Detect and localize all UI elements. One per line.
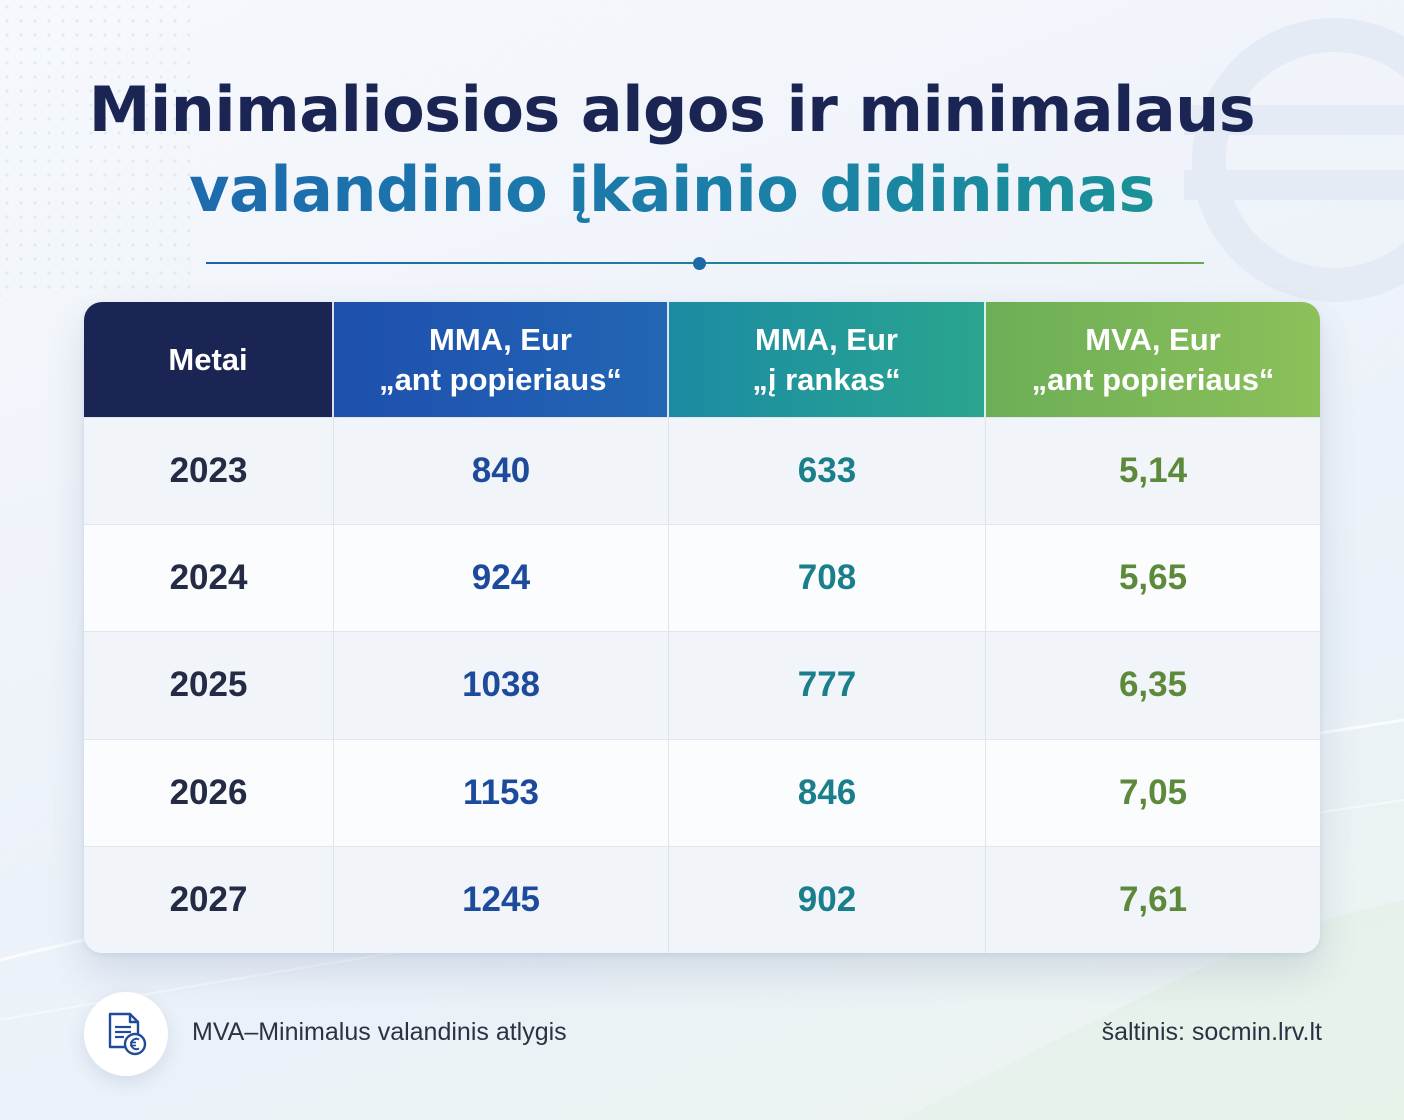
table-row: 2023 840 633 5,14 — [84, 417, 1320, 525]
header-mva-gross: MVA, Eur „ant popieriaus“ — [986, 302, 1320, 417]
header-label: MMA, Eur — [755, 321, 898, 357]
cell-mma-gross: 840 — [334, 418, 669, 525]
cell-mma-net: 846 — [669, 739, 986, 846]
table-row: 2027 1245 902 7,61 — [84, 845, 1320, 953]
header-sublabel: „ant popieriaus“ — [1031, 361, 1275, 397]
cell-mma-net: 708 — [669, 525, 986, 632]
header-mma-net: MMA, Eur „į rankas“ — [669, 302, 986, 417]
title-line-1: Minimaliosios algos ir minimalaus — [88, 73, 1256, 146]
cell-mva-gross: 5,14 — [1118, 451, 1188, 491]
table-row: 2025 1038 777 6,35 — [84, 631, 1320, 739]
cell-mma-net: 777 — [669, 632, 986, 739]
page-title: Minimaliosios algos ir minimalaus valand… — [0, 70, 1344, 230]
wage-table: Metai MMA, Eur „ant popieriaus“ MMA, Eur… — [84, 302, 1320, 953]
cell-mma-gross: 1245 — [334, 846, 669, 953]
cell-year: 2026 — [84, 739, 334, 846]
cell-mva-gross: 6,35 — [1118, 665, 1188, 705]
title-divider-dot — [693, 257, 706, 270]
cell-mma-net: 633 — [669, 418, 986, 525]
header-mma-gross: MMA, Eur „ant popieriaus“ — [334, 302, 669, 417]
header-label: Metai — [168, 341, 248, 377]
title-line-2: valandinio įkainio didinimas — [0, 150, 1344, 230]
cell-mma-gross: 1038 — [334, 632, 669, 739]
cell-mma-gross: 1153 — [334, 739, 669, 846]
header-sublabel: „į rankas“ — [752, 361, 901, 397]
cell-year: 2023 — [84, 418, 334, 525]
table-row: 2026 1153 846 7,05 — [84, 738, 1320, 846]
source-credit: šaltinis: socmin.lrv.lt — [1101, 1018, 1322, 1046]
cell-mma-gross: 924 — [334, 525, 669, 632]
cell-year: 2025 — [84, 632, 334, 739]
document-euro-icon — [84, 992, 168, 1076]
cell-year: 2027 — [84, 846, 334, 953]
cell-mva-gross: 7,61 — [1118, 879, 1188, 919]
cell-mva-gross: 7,05 — [1118, 772, 1188, 812]
table-row: 2024 924 708 5,65 — [84, 524, 1320, 632]
header-label: MVA, Eur — [1085, 321, 1221, 357]
footnote-abbreviation: MVA–Minimalus valandinis atlygis — [192, 1018, 567, 1046]
cell-year: 2024 — [84, 525, 334, 632]
cell-mva-gross: 5,65 — [1118, 558, 1188, 598]
table-body: 2023 840 633 5,14 2024 924 708 5,65 2025… — [84, 417, 1320, 953]
header-sublabel: „ant popieriaus“ — [379, 361, 622, 397]
background-dots — [0, 0, 190, 300]
cell-mma-net: 902 — [669, 846, 986, 953]
header-label: MMA, Eur — [429, 321, 572, 357]
euro-watermark-icon — [1184, 18, 1404, 302]
header-year: Metai — [84, 302, 334, 417]
table-header: Metai MMA, Eur „ant popieriaus“ MMA, Eur… — [84, 302, 1320, 417]
